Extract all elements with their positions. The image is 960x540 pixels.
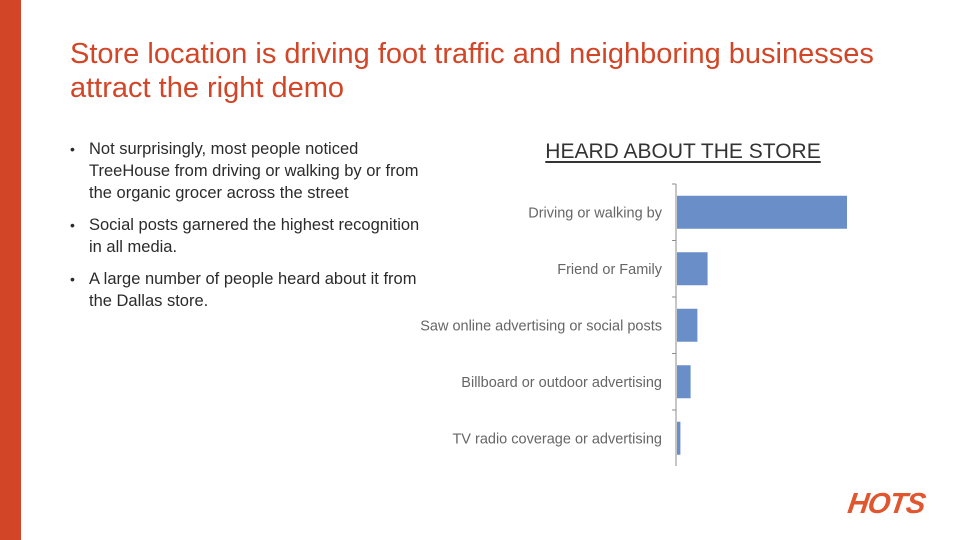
bullet-item: A large number of people heard about it … bbox=[70, 268, 430, 312]
bar-chart: Driving or walking by Friend or Family Saw… bbox=[420, 183, 847, 466]
bullet-item: Social posts garnered the highest recogn… bbox=[70, 214, 430, 258]
category-label: Driving or walking by bbox=[528, 205, 663, 221]
bar bbox=[677, 308, 698, 342]
side-accent-stripe bbox=[0, 0, 21, 540]
category-label: Saw online advertising or social posts bbox=[420, 318, 662, 334]
bar bbox=[677, 252, 708, 286]
bar bbox=[677, 365, 691, 399]
bar bbox=[677, 195, 847, 229]
category-label: Friend or Family bbox=[557, 262, 662, 278]
category-label: TV radio coverage or advertising bbox=[452, 431, 662, 447]
hots-logo: HOTS bbox=[845, 488, 927, 520]
bullet-list: Not surprisingly, most people noticed Tr… bbox=[70, 138, 430, 322]
chart-title: HEARD ABOUT THE STORE bbox=[545, 140, 821, 163]
slide-title: Store location is driving foot traffic a… bbox=[70, 38, 874, 104]
category-label: Billboard or outdoor advertising bbox=[461, 375, 662, 391]
bullet-item: Not surprisingly, most people noticed Tr… bbox=[70, 138, 430, 204]
bar bbox=[677, 421, 681, 455]
